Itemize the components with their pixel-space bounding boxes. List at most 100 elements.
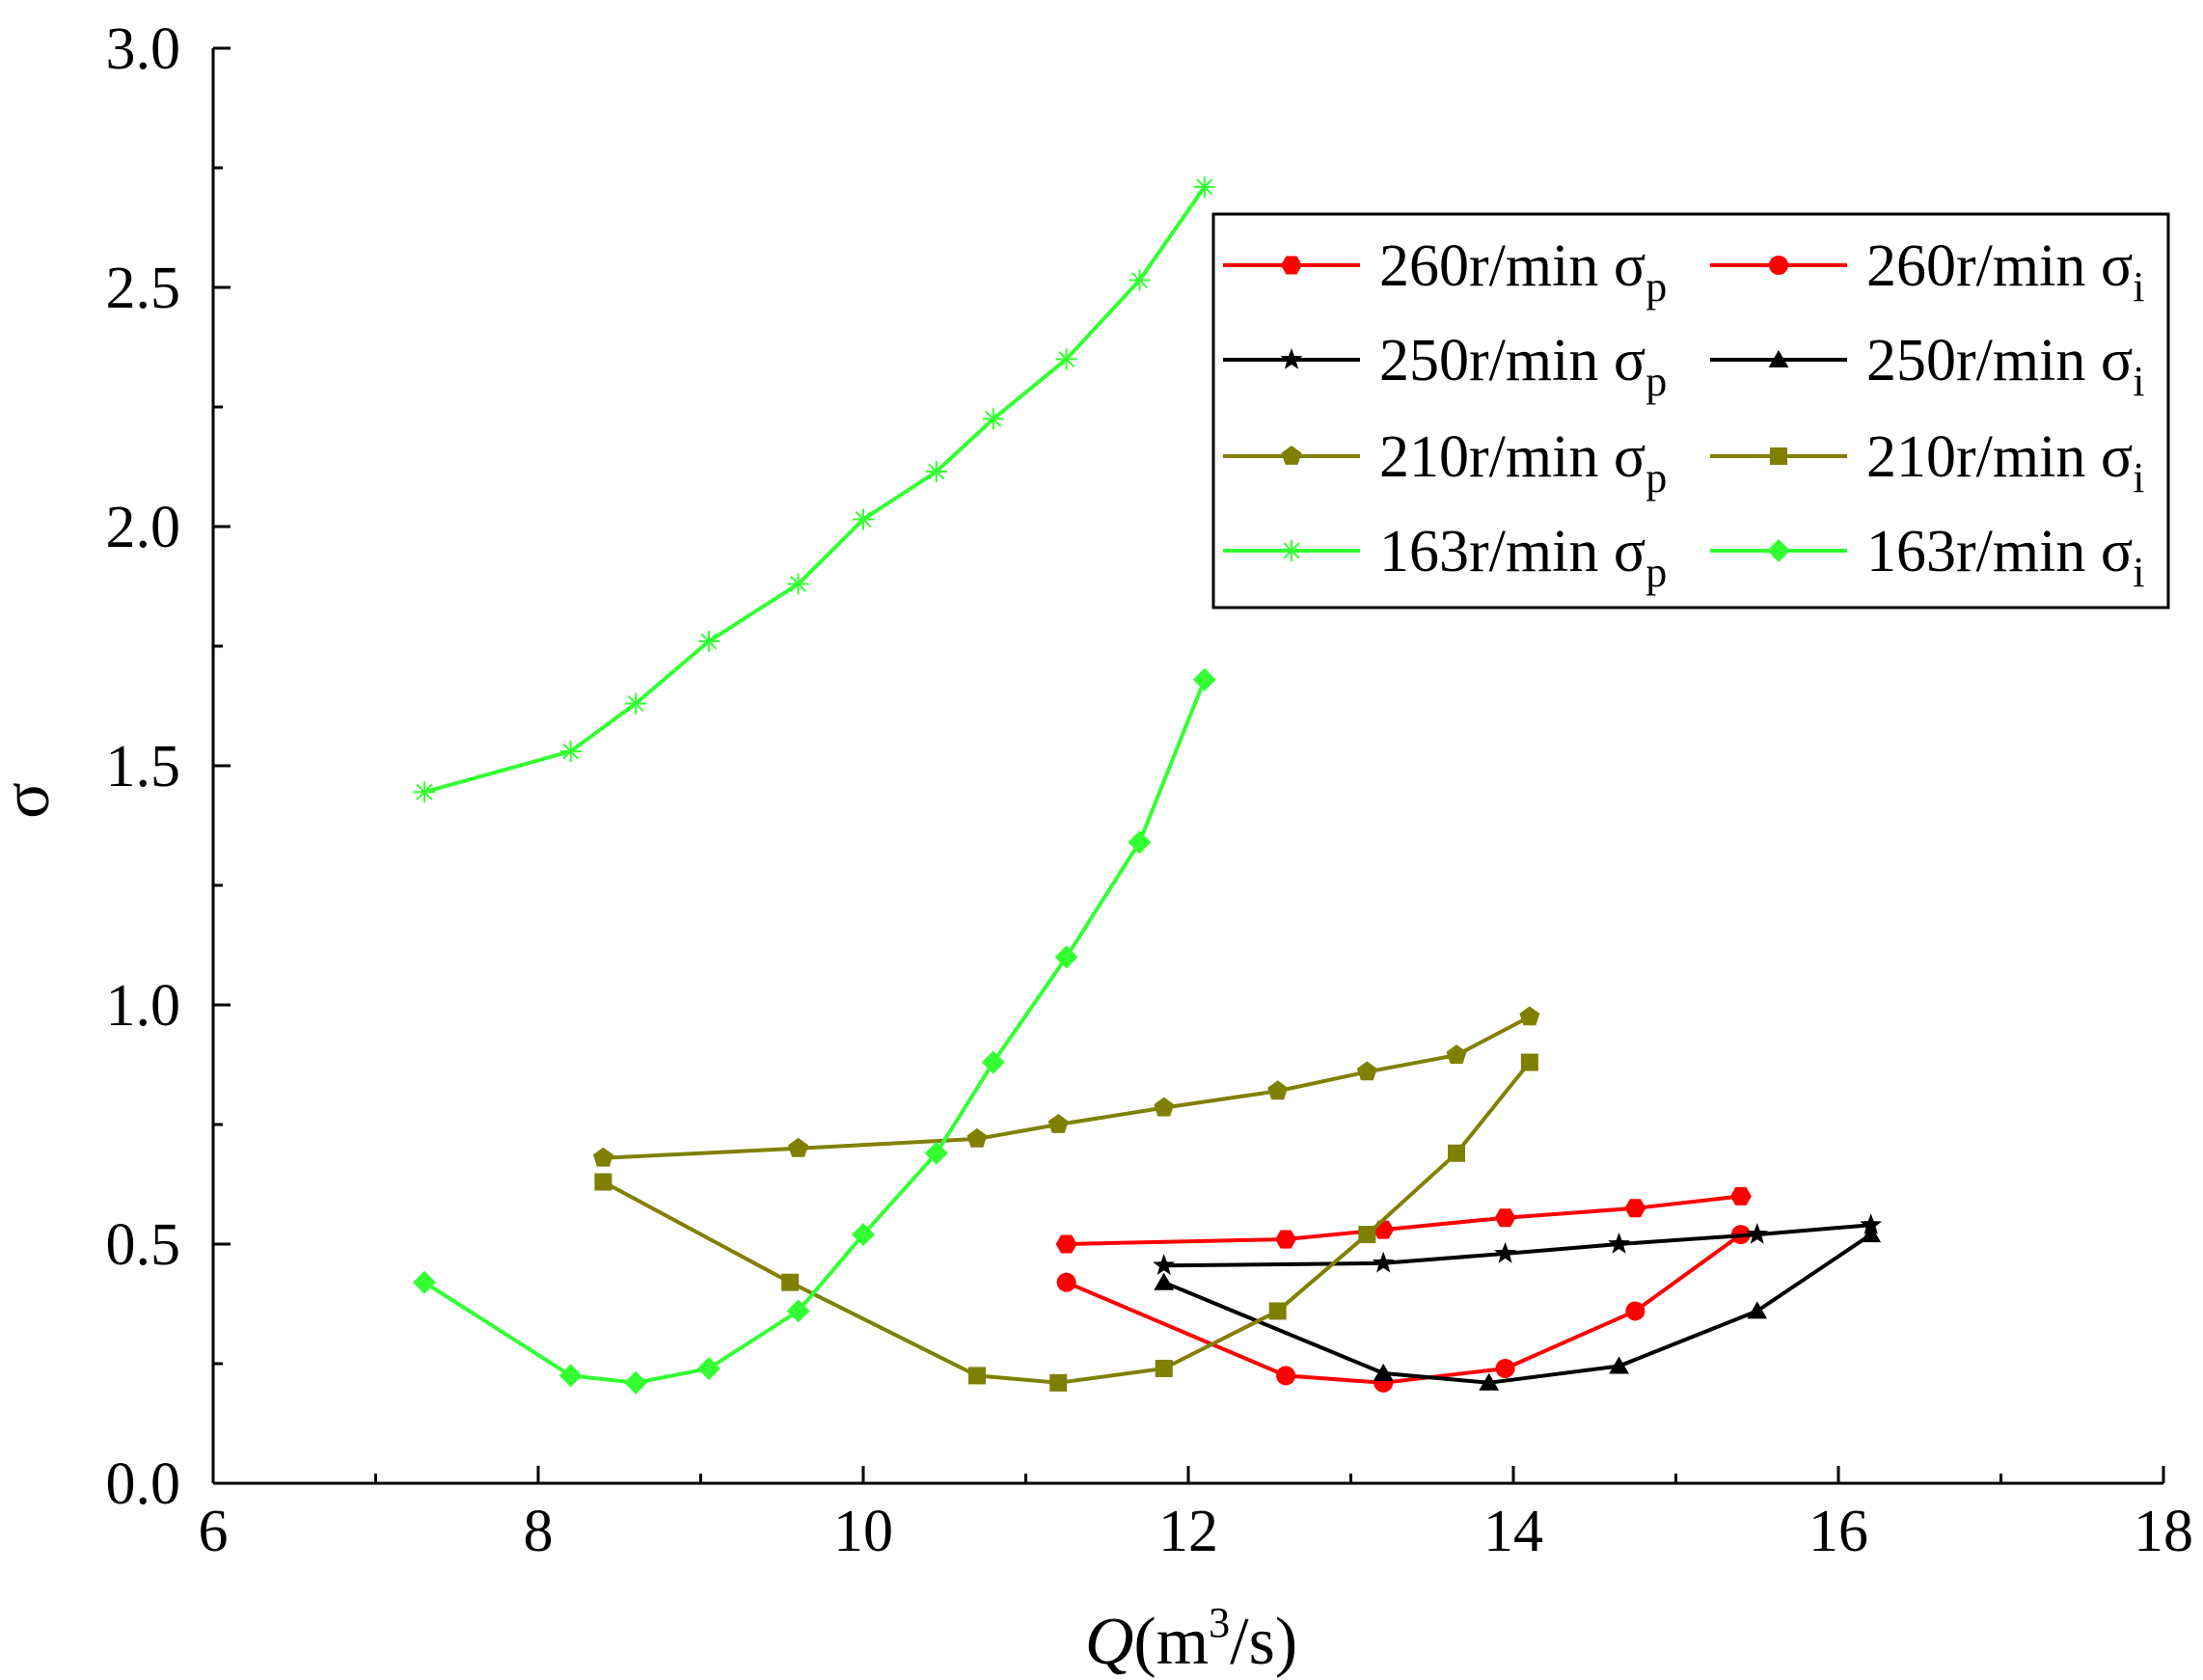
data-point [1609,1356,1629,1374]
data-point [982,408,1004,430]
series-7 [413,667,1216,1395]
y-tick-label: 1.5 [106,734,181,799]
asterisk-stroke [928,463,945,480]
data-point [966,1127,988,1148]
data-point [1624,1199,1646,1218]
series-line [1162,1233,1872,1385]
data-point [1047,1114,1069,1133]
x-tick-label: 8 [524,1499,554,1564]
legend-marker [1280,348,1303,369]
series-4 [592,1006,1540,1167]
data-point [559,741,582,763]
legend-label-main: 210r/min σ [1379,424,1645,490]
x-axis-title: Q(m3/s) [1085,1599,1297,1679]
y-tick-label: 1.0 [106,973,181,1039]
legend-label: 260r/min σi [1866,233,2144,311]
series-layer [413,176,1883,1395]
x-tick-label: 6 [199,1499,229,1564]
data-point [1625,1301,1645,1321]
legend-entry: 260r/min σp [1223,233,1667,311]
series-0 [1055,1186,1752,1254]
series-line [602,1061,1532,1385]
data-point [1275,1230,1297,1249]
legend-label-sub: p [1645,454,1667,501]
legend-entry: 163r/min σi [1710,519,2144,596]
y-tick-label: 2.0 [106,495,181,560]
data-point [1055,1234,1077,1254]
legend-entry: 250r/min σi [1710,328,2144,405]
legend-label-main: 260r/min σ [1866,233,2133,299]
data-point [925,460,947,482]
legend-entry: 163r/min σp [1223,519,1667,596]
asterisk-stroke [1130,272,1148,289]
legend-label-sub: i [2133,263,2144,311]
legend-label: 250r/min σp [1379,328,1667,405]
legend-label-sub: i [2133,358,2144,405]
x-axis-title-close: /s) [1230,1605,1297,1679]
data-point [1495,1358,1515,1378]
legend-entry: 260r/min σi [1710,233,2144,311]
y-tick-label: 3.0 [106,16,181,82]
asterisk-stroke [1283,542,1300,559]
series-line [1065,1233,1743,1385]
series-line [423,185,1207,795]
legend-label-sub: p [1645,358,1667,405]
series-line [1163,1223,1871,1268]
legend-label: 250r/min σi [1866,328,2144,405]
asterisk-stroke [1058,350,1075,367]
data-point [413,1270,436,1294]
data-point [558,1364,583,1388]
data-point [853,508,874,530]
data-point [1276,1366,1296,1386]
data-point [852,1223,875,1247]
data-point [1267,1080,1289,1100]
data-point [781,1273,800,1291]
data-point [1373,1220,1395,1239]
series-1 [1056,1225,1751,1393]
asterisk-stroke [562,743,580,760]
asterisk-stroke [1196,178,1213,196]
data-point [1129,269,1151,291]
legend-box [1211,212,2170,610]
x-tick-label: 18 [2134,1499,2193,1564]
legend-label-main: 210r/min σ [1866,424,2133,490]
data-point [924,1141,948,1165]
data-point [1860,1213,1883,1234]
data-point [592,1147,613,1167]
legend-marker [1768,350,1789,367]
data-point [1861,1225,1882,1243]
legend-marker [1767,539,1790,562]
data-point [1520,1053,1538,1071]
data-point [1154,1097,1175,1117]
legend-label-main: 250r/min σ [1866,328,2133,393]
legend-label: 163r/min σi [1866,519,2144,596]
data-point [624,1370,648,1395]
data-point [1373,1363,1394,1381]
series-2 [1153,1213,1883,1275]
asterisk-stroke [627,695,644,713]
data-point [1054,945,1078,969]
series-line [422,678,1207,1385]
legend-label: 163r/min σp [1379,519,1667,596]
legend-entry: 210r/min σi [1710,424,2144,501]
y-tick-label: 2.5 [106,256,181,321]
data-point [981,1050,1005,1074]
data-point [1055,348,1077,370]
legend-label-main: 163r/min σ [1866,519,2133,584]
legend-label-sub: i [2133,549,2144,596]
y-tick-label: 0.5 [106,1212,181,1278]
data-point [1519,1006,1540,1026]
data-point [1479,1372,1500,1391]
x-axis-title-var: Q [1085,1605,1134,1679]
data-point [625,692,647,715]
data-point [1356,1061,1377,1081]
asterisk-stroke [855,511,872,528]
data-point [788,1137,809,1157]
data-point [1494,1208,1516,1228]
legend-entry: 250r/min σp [1223,328,1667,405]
legend-label: 210r/min σi [1866,424,2144,501]
data-point [1358,1226,1376,1244]
legend-label-sub: p [1645,263,1667,311]
